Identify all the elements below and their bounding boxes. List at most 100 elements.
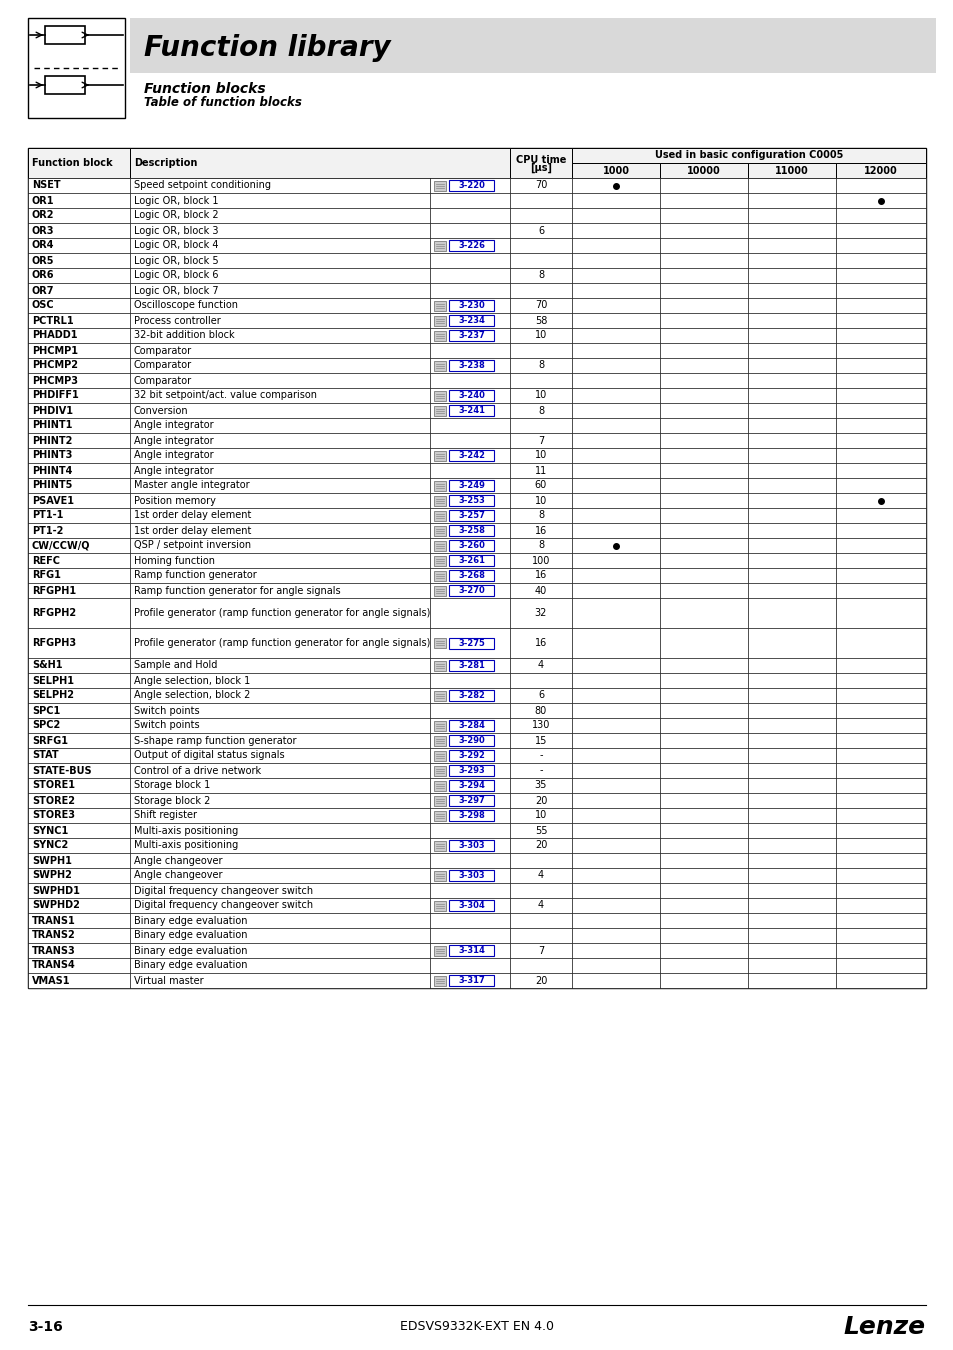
Bar — [835, 944, 925, 958]
Text: Angle changeover: Angle changeover — [133, 871, 222, 880]
Bar — [449, 390, 494, 401]
Bar — [449, 637, 494, 648]
Bar — [434, 795, 446, 806]
Bar — [130, 944, 430, 958]
Bar — [510, 688, 572, 703]
Bar — [130, 927, 430, 944]
Bar — [835, 763, 925, 778]
Bar — [510, 418, 572, 433]
Text: TRANS4: TRANS4 — [32, 960, 75, 971]
Text: Digital frequency changeover switch: Digital frequency changeover switch — [133, 900, 313, 910]
Bar — [572, 583, 659, 598]
Bar — [510, 208, 572, 223]
Bar — [747, 703, 835, 718]
Text: STORE3: STORE3 — [32, 810, 75, 821]
Text: Binary edge evaluation: Binary edge evaluation — [133, 930, 247, 941]
Bar — [835, 809, 925, 824]
Bar — [835, 733, 925, 748]
Text: SRFG1: SRFG1 — [32, 736, 68, 745]
Bar — [449, 300, 494, 310]
Bar — [130, 463, 430, 478]
Text: Virtual master: Virtual master — [133, 976, 203, 986]
Bar — [430, 958, 510, 973]
Bar — [572, 418, 659, 433]
Bar — [747, 343, 835, 358]
Bar — [659, 657, 747, 674]
Bar — [28, 343, 130, 358]
Text: 70: 70 — [535, 301, 547, 310]
Bar — [449, 510, 494, 521]
Text: 11000: 11000 — [774, 166, 808, 176]
Text: 32-bit addition block: 32-bit addition block — [133, 331, 234, 340]
Bar — [747, 508, 835, 522]
Text: 16: 16 — [535, 571, 547, 580]
Bar — [130, 269, 430, 284]
Bar — [510, 944, 572, 958]
Text: Control of a drive network: Control of a drive network — [133, 765, 261, 775]
Bar — [659, 944, 747, 958]
Text: Master angle integrator: Master angle integrator — [133, 481, 250, 490]
Bar — [434, 639, 446, 648]
Bar — [659, 927, 747, 944]
Text: OR5: OR5 — [32, 255, 54, 266]
Bar — [747, 313, 835, 328]
Text: Logic OR, block 7: Logic OR, block 7 — [133, 285, 218, 296]
Bar — [747, 433, 835, 448]
Bar — [835, 418, 925, 433]
Bar — [130, 18, 935, 73]
Text: PHCMP3: PHCMP3 — [32, 375, 78, 386]
Bar — [659, 554, 747, 568]
Bar — [28, 583, 130, 598]
Bar — [430, 358, 510, 373]
Bar — [835, 163, 925, 178]
Text: PCTRL1: PCTRL1 — [32, 316, 73, 325]
Bar — [659, 493, 747, 508]
Bar — [835, 463, 925, 478]
Bar — [835, 583, 925, 598]
Text: OSC: OSC — [32, 301, 54, 310]
Bar — [835, 898, 925, 913]
Bar — [430, 373, 510, 387]
Bar — [434, 390, 446, 401]
Bar — [747, 284, 835, 298]
Bar — [572, 539, 659, 553]
Bar — [130, 674, 430, 688]
Bar — [835, 208, 925, 223]
Bar — [449, 315, 494, 325]
Bar — [130, 554, 430, 568]
Bar — [659, 313, 747, 328]
Bar — [430, 778, 510, 792]
Bar — [449, 525, 494, 536]
Text: Used in basic configuration C0005: Used in basic configuration C0005 — [654, 150, 842, 161]
Bar — [510, 792, 572, 809]
Text: Angle integrator: Angle integrator — [133, 451, 213, 460]
Text: 10: 10 — [535, 390, 547, 401]
Bar — [28, 927, 130, 944]
Text: 3-226: 3-226 — [457, 242, 484, 250]
Bar — [659, 508, 747, 522]
Text: 40: 40 — [535, 586, 547, 595]
Text: Shift register: Shift register — [133, 810, 196, 821]
Text: 7: 7 — [537, 436, 543, 446]
Bar — [835, 178, 925, 193]
Bar — [835, 853, 925, 868]
Text: PHADD1: PHADD1 — [32, 331, 77, 340]
Bar — [747, 298, 835, 313]
Bar — [510, 238, 572, 252]
Bar — [835, 493, 925, 508]
Bar — [835, 508, 925, 522]
Bar — [28, 193, 130, 208]
Bar — [835, 328, 925, 343]
Bar — [510, 313, 572, 328]
Bar — [835, 313, 925, 328]
Text: PHDIV1: PHDIV1 — [32, 405, 73, 416]
Bar — [434, 540, 446, 551]
Bar — [835, 927, 925, 944]
Bar — [430, 703, 510, 718]
Bar — [572, 853, 659, 868]
Text: SWPHD2: SWPHD2 — [32, 900, 80, 910]
Bar — [28, 328, 130, 343]
Bar — [434, 360, 446, 370]
Text: 1st order delay element: 1st order delay element — [133, 510, 251, 521]
Bar — [28, 493, 130, 508]
